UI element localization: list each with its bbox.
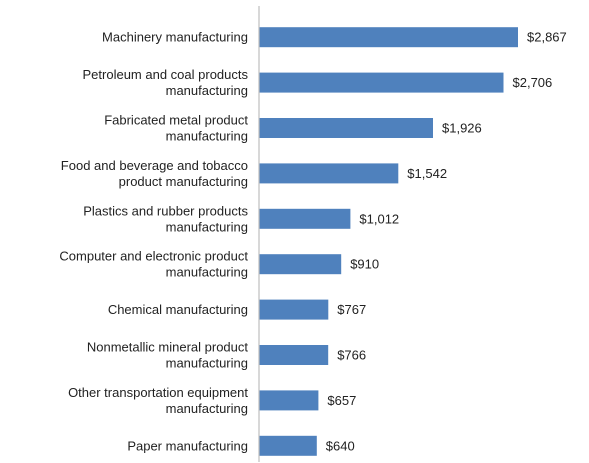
bars-group (259, 27, 518, 456)
value-label: $1,926 (442, 121, 482, 136)
category-label: manufacturing (166, 129, 248, 144)
bar (259, 27, 518, 48)
bar (259, 254, 342, 275)
value-label: $1,012 (359, 211, 399, 226)
category-label: manufacturing (166, 265, 248, 280)
category-label: product manufacturing (119, 174, 248, 189)
category-label: Petroleum and coal products (83, 67, 249, 82)
value-label: $2,706 (513, 75, 553, 90)
bar (259, 435, 317, 456)
value-label: $1,542 (407, 166, 447, 181)
bar (259, 118, 433, 138)
value-label: $910 (350, 257, 379, 272)
bar (259, 72, 504, 93)
category-labels: Machinery manufacturing Petroleum and coa… (59, 30, 248, 454)
value-label: $766 (337, 348, 366, 363)
bar (259, 163, 399, 184)
category-label: Machinery manufacturing (102, 30, 248, 45)
category-label: manufacturing (166, 219, 248, 234)
value-label: $640 (326, 438, 355, 453)
category-label: manufacturing (166, 83, 248, 98)
value-label: $2,867 (527, 30, 567, 45)
category-label: Chemical manufacturing (108, 302, 248, 317)
category-label: Nonmetallic mineral product (87, 340, 249, 355)
bar (259, 345, 329, 365)
bar (259, 299, 329, 320)
category-label: manufacturing (166, 356, 248, 371)
value-label: $767 (337, 302, 366, 317)
category-label: Paper manufacturing (127, 438, 248, 453)
bar (259, 390, 319, 411)
category-label: Fabricated metal product (104, 113, 248, 128)
category-label: Food and beverage and tobacco (61, 158, 248, 173)
value-labels: $2,867 $2,706 $1,926 $1,542 $1,012 $910 $767 $7… (326, 30, 567, 454)
value-label: $657 (327, 393, 356, 408)
category-label: Plastics and rubber products (83, 203, 248, 218)
category-label: manufacturing (166, 401, 248, 416)
category-label: Other transportation equipment (68, 385, 248, 400)
category-label: Computer and electronic product (59, 249, 248, 264)
bar (259, 208, 351, 229)
